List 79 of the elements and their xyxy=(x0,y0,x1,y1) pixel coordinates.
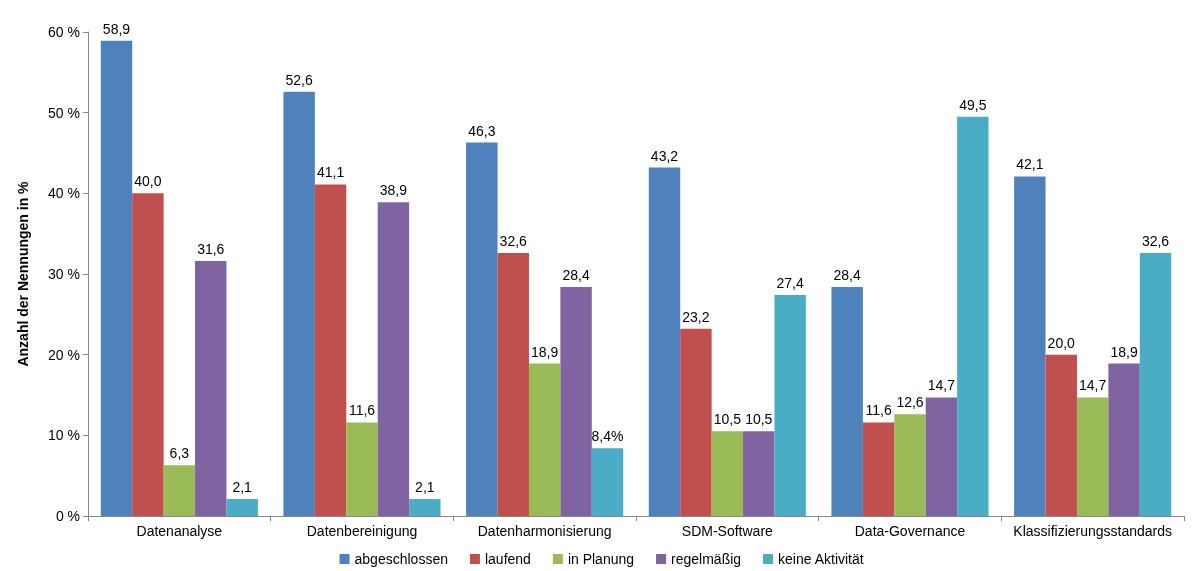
data-label: 52,6 xyxy=(285,71,313,88)
data-label: 46,3 xyxy=(468,122,496,139)
y-tick-label: 0 % xyxy=(55,508,80,524)
x-tick-label: Data-Governance xyxy=(854,523,966,539)
y-tick-label: 20 % xyxy=(48,346,80,363)
bar xyxy=(925,397,958,516)
x-tick-label: Datenanalyse xyxy=(136,523,223,539)
bar xyxy=(894,414,926,516)
data-label: 14,7 xyxy=(1079,377,1107,394)
bar xyxy=(743,431,775,516)
data-label: 11,6 xyxy=(348,402,376,419)
bar xyxy=(346,422,378,516)
data-label: 38,9 xyxy=(379,182,408,199)
bar xyxy=(1108,363,1140,516)
data-label: 6,3 xyxy=(169,445,190,462)
data-label: 14,7 xyxy=(927,377,956,394)
y-tick-label: 40 % xyxy=(48,185,80,202)
bar xyxy=(497,253,529,516)
bar xyxy=(226,499,258,516)
data-label: 2,1 xyxy=(415,479,435,496)
data-label: 42,1 xyxy=(1016,156,1044,173)
data-label: 12,6 xyxy=(896,394,924,411)
data-label: 32,6 xyxy=(1141,233,1170,250)
data-label: 11,6 xyxy=(865,402,892,419)
bar xyxy=(409,499,441,516)
data-label: 41,1 xyxy=(316,164,345,181)
y-tick-label: 60 % xyxy=(48,24,80,40)
data-label: 28,4 xyxy=(562,266,590,283)
bar xyxy=(132,193,164,516)
data-label: 8,4% xyxy=(591,428,624,445)
y-tick-label: 10 % xyxy=(48,427,80,444)
bar xyxy=(648,167,681,516)
bar xyxy=(283,91,315,516)
bar xyxy=(1045,354,1077,516)
data-label: 2,1 xyxy=(232,479,253,496)
x-tick-label: SDM-Software xyxy=(681,523,774,539)
data-label: 31,6 xyxy=(197,241,225,258)
legend-label: laufend xyxy=(484,551,531,567)
bar xyxy=(314,184,347,516)
data-label: 18,9 xyxy=(531,343,559,360)
bar xyxy=(560,286,592,516)
x-tick-label: Klassifizierungsstandards xyxy=(1013,523,1173,539)
bar xyxy=(774,294,806,516)
legend-label: keine Aktivität xyxy=(778,551,864,567)
data-label: 10,5 xyxy=(745,411,773,428)
data-label: 18,9 xyxy=(1110,343,1138,360)
legend-label: abgeschlossen xyxy=(354,551,448,567)
data-label: 58,9 xyxy=(102,20,131,37)
legend-label: regelmäßig xyxy=(671,551,742,567)
y-tick-label: 50 % xyxy=(48,104,80,121)
bar xyxy=(831,286,863,516)
x-tick-label: Datenbereinigung xyxy=(306,523,418,539)
bar xyxy=(957,116,989,516)
legend-label: in Planung xyxy=(567,551,635,567)
bar xyxy=(862,422,895,516)
bar xyxy=(377,202,410,516)
bar xyxy=(711,431,744,516)
bar xyxy=(1076,397,1109,516)
data-label: 20,0 xyxy=(1047,334,1076,351)
data-label: 10,5 xyxy=(713,411,742,428)
data-label: 40,0 xyxy=(134,173,162,190)
data-label: 49,5 xyxy=(959,96,987,113)
bar xyxy=(195,261,227,516)
data-label: 27,4 xyxy=(776,274,805,291)
data-label: 23,2 xyxy=(682,308,710,325)
data-label: 32,6 xyxy=(499,233,528,250)
bar xyxy=(591,448,624,516)
y-axis-title: Anzahl der Nennungen in % xyxy=(15,180,31,367)
bar xyxy=(1139,253,1172,516)
data-label: 43,2 xyxy=(650,147,679,164)
data-label: 28,4 xyxy=(833,266,861,283)
y-tick-label: 30 % xyxy=(48,266,80,282)
bar xyxy=(100,40,133,516)
bar xyxy=(163,465,196,516)
x-tick-label: Datenharmonisierung xyxy=(477,523,612,539)
bar xyxy=(528,363,561,516)
bar xyxy=(680,328,712,516)
bar xyxy=(466,142,498,516)
bar xyxy=(1014,176,1046,516)
